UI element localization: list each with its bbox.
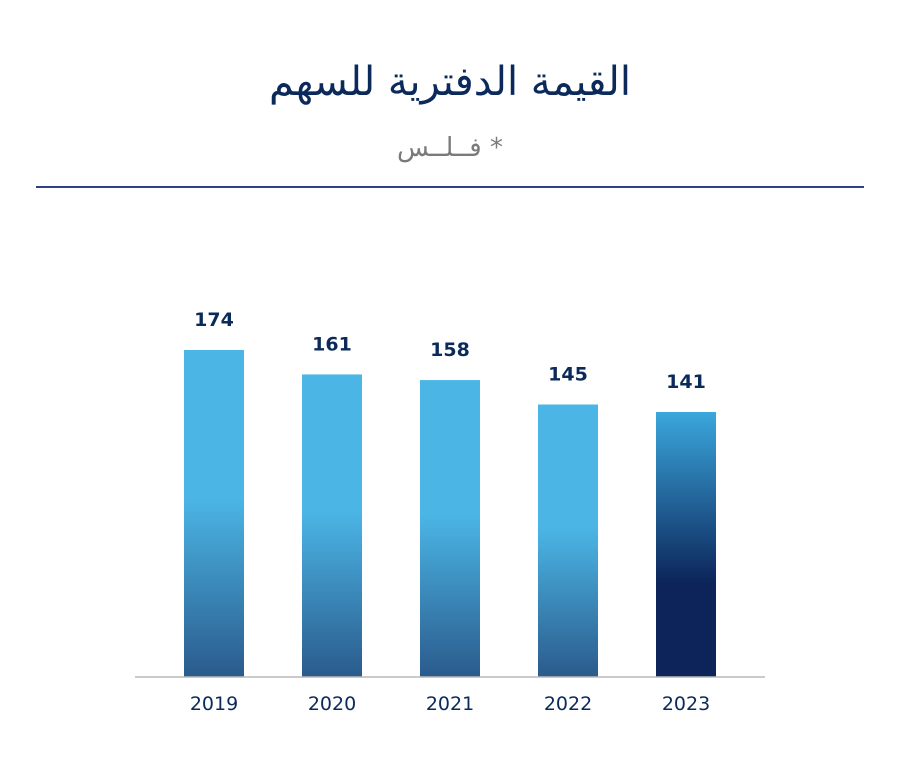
x-tick-label-2020: 2020 — [308, 693, 356, 715]
chart-subtitle: * فــلــس — [397, 133, 503, 163]
value-labels-group: 174 161 158 145 141 — [194, 309, 706, 393]
x-tick-label-2021: 2021 — [426, 693, 474, 715]
value-label-2021: 158 — [430, 339, 470, 361]
bars-group — [184, 350, 716, 677]
value-label-2022: 145 — [548, 364, 588, 386]
value-label-2023: 141 — [666, 371, 706, 393]
bar-2021 — [420, 380, 480, 677]
bar-2022 — [538, 404, 598, 677]
value-label-2019: 174 — [194, 309, 234, 331]
header-divider — [36, 186, 864, 188]
bar-2023 — [656, 412, 716, 677]
x-tick-label-2022: 2022 — [544, 693, 592, 715]
chart-title: القيمة الدفترية للسهم — [269, 59, 631, 105]
x-tick-label-2023: 2023 — [662, 693, 710, 715]
x-tick-label-2019: 2019 — [190, 693, 238, 715]
value-label-2020: 161 — [312, 333, 352, 355]
bar-2020 — [302, 374, 362, 677]
bar-2019 — [184, 350, 244, 677]
x-tick-labels-group: 2019 2020 2021 2022 2023 — [190, 693, 710, 715]
